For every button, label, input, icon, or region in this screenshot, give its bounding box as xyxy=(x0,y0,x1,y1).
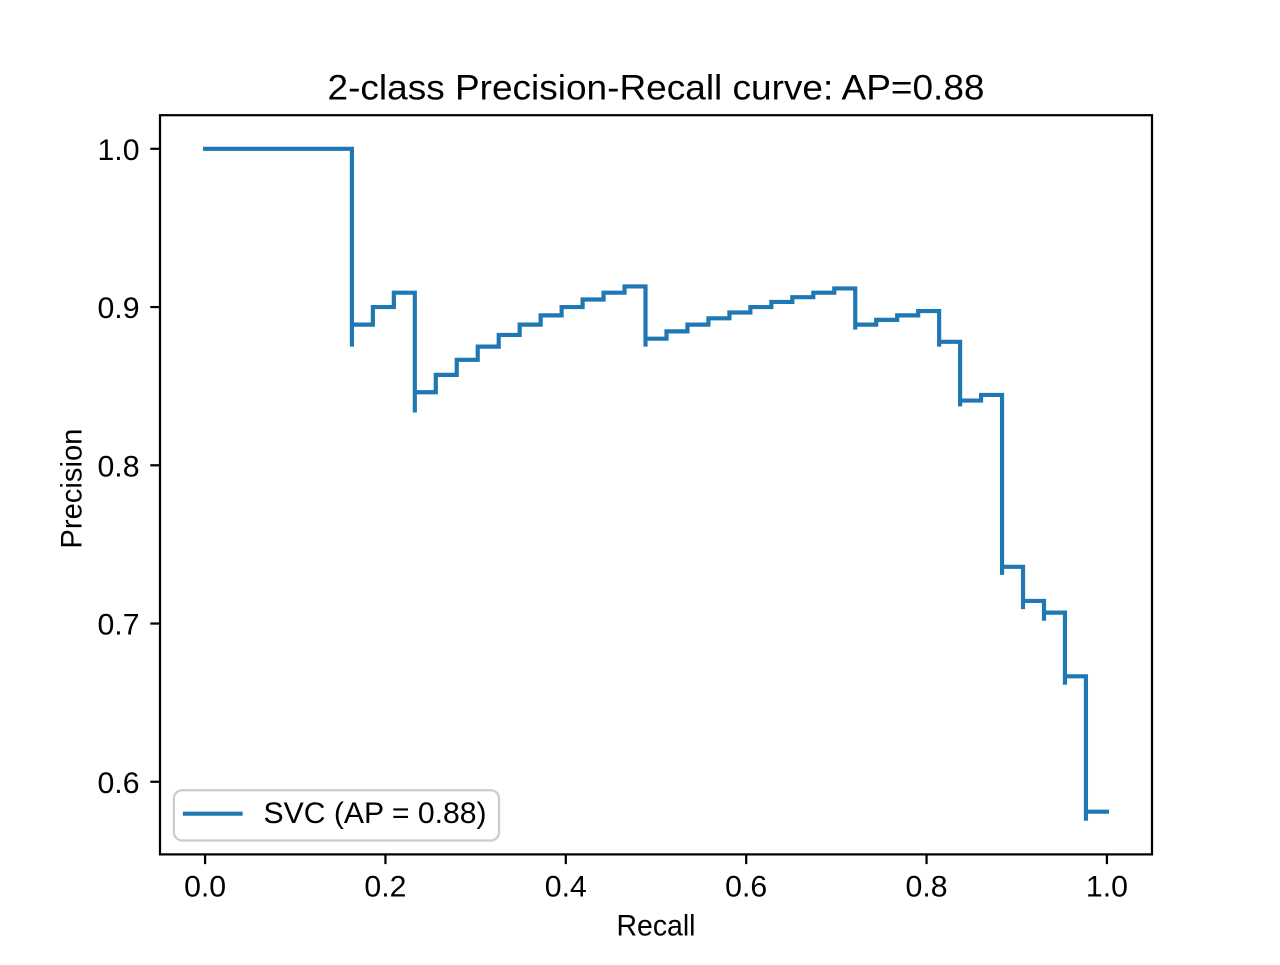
svg-text:2-class Precision-Recall curve: 2-class Precision-Recall curve: AP=0.88 xyxy=(328,68,985,107)
svg-text:0.7: 0.7 xyxy=(98,609,140,642)
svg-text:0.9: 0.9 xyxy=(98,292,140,325)
svg-text:1.0: 1.0 xyxy=(1086,870,1128,903)
svg-text:SVC (AP = 0.88): SVC (AP = 0.88) xyxy=(264,798,487,830)
svg-text:Recall: Recall xyxy=(617,909,696,942)
svg-text:0.2: 0.2 xyxy=(364,870,406,903)
svg-text:0.4: 0.4 xyxy=(545,870,587,903)
svg-text:0.8: 0.8 xyxy=(906,870,948,903)
svg-text:0.6: 0.6 xyxy=(98,767,140,800)
svg-text:0.6: 0.6 xyxy=(725,870,767,903)
svg-text:1.0: 1.0 xyxy=(98,134,140,167)
svg-text:Precision: Precision xyxy=(55,429,88,549)
svg-text:0.0: 0.0 xyxy=(184,870,226,903)
svg-text:0.8: 0.8 xyxy=(98,450,140,483)
